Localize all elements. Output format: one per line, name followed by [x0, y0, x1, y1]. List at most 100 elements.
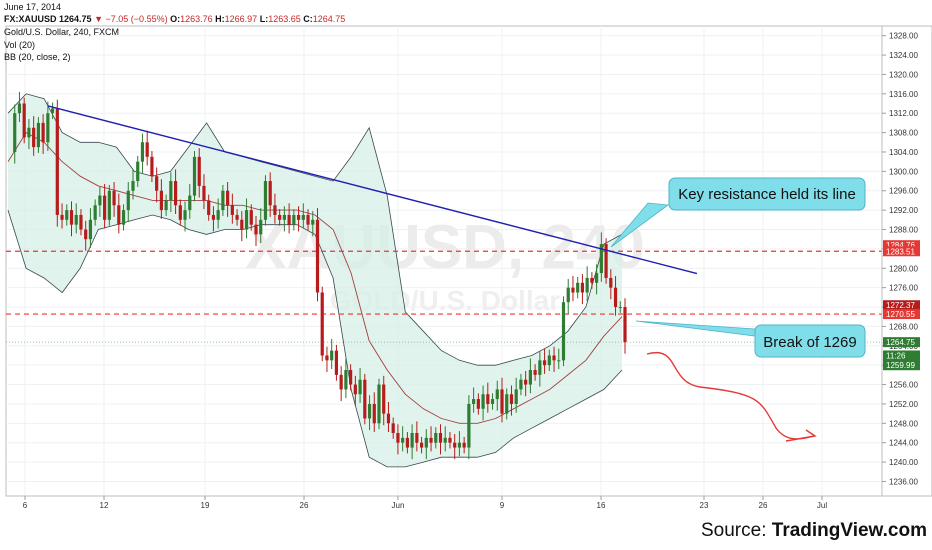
candle	[164, 194, 168, 216]
candle-body	[353, 384, 357, 395]
candle-body	[590, 277, 594, 283]
high-value: 1266.97	[224, 14, 258, 24]
candle-body	[178, 205, 182, 220]
candle	[254, 215, 258, 246]
candle	[65, 204, 69, 226]
candle	[349, 364, 353, 391]
candle	[500, 377, 504, 423]
candle	[386, 402, 391, 433]
candle	[84, 220, 88, 251]
candle	[457, 431, 462, 457]
time-tick-label: Jul	[817, 501, 827, 510]
candle	[315, 208, 320, 302]
candle	[282, 206, 286, 232]
candle-body	[145, 142, 149, 157]
candle	[505, 388, 509, 420]
source-prefix: Source:	[701, 520, 772, 541]
price-marker	[883, 240, 920, 251]
candle	[46, 101, 50, 152]
candle-body	[410, 433, 414, 448]
candle	[396, 424, 400, 455]
candle-body	[481, 394, 485, 409]
candle	[183, 201, 187, 232]
candle	[131, 169, 135, 200]
candle	[367, 395, 372, 431]
candle-body	[438, 433, 443, 443]
candle-body	[519, 379, 523, 390]
candle-body	[202, 185, 206, 201]
price-tick-label: 1320.00	[889, 70, 918, 79]
candle	[268, 172, 272, 217]
price-marker-label: 1259.99	[886, 361, 915, 370]
price-tick-label: 1236.00	[889, 477, 918, 486]
source-name[interactable]: TradingView.com	[771, 520, 927, 541]
candle	[249, 204, 253, 231]
candle	[585, 266, 589, 302]
candle	[93, 199, 97, 226]
candle-body	[249, 210, 253, 225]
price-chart[interactable]: XAUUSD, 240 GOLD/U.S. Dollar Key resista…	[0, 0, 932, 520]
bollinger-lower-line	[7, 209, 623, 468]
candle	[557, 348, 561, 370]
candle	[306, 209, 310, 231]
candle-body	[117, 205, 121, 225]
volume-indicator-label[interactable]: Vol (20)	[4, 40, 36, 50]
candle-body	[434, 433, 438, 443]
low-value: 1263.65	[268, 14, 301, 24]
candle-body	[528, 370, 532, 385]
price-marker-label: 1283.51	[886, 247, 915, 256]
candle	[453, 433, 457, 460]
candle-body	[419, 442, 424, 448]
candle-body	[259, 219, 263, 235]
candle-body	[457, 442, 462, 448]
candle	[278, 209, 282, 226]
candle	[112, 182, 116, 217]
candle-body	[183, 210, 187, 220]
candle	[301, 203, 305, 229]
candle-body	[467, 403, 471, 448]
candle-body	[490, 399, 495, 404]
candle-body	[358, 379, 362, 395]
candle	[353, 375, 357, 406]
price-tick-label: 1324.00	[889, 51, 918, 60]
candle	[173, 169, 178, 214]
candle	[27, 119, 31, 150]
candle	[13, 104, 17, 164]
candle-body	[311, 219, 315, 225]
candle-body	[542, 360, 547, 366]
trendline	[47, 105, 698, 275]
price-marker	[883, 246, 920, 257]
candle-body	[585, 277, 589, 293]
candle-body	[349, 370, 353, 385]
candle-body	[486, 394, 490, 404]
candle-body	[320, 292, 324, 356]
candle	[552, 346, 556, 372]
candle	[419, 436, 424, 454]
series-description[interactable]: Gold/U.S. Dollar, 240, FXCM	[4, 27, 120, 37]
candle-body	[315, 219, 320, 293]
price-tick-label: 1252.00	[889, 400, 918, 409]
symbol-label[interactable]: FX:XAUUSD	[4, 14, 57, 24]
candle	[240, 211, 244, 242]
candle-body	[344, 370, 348, 390]
candle-body	[41, 122, 45, 143]
candle	[604, 238, 608, 284]
candle	[533, 364, 537, 381]
candle	[405, 432, 409, 454]
candle	[595, 264, 599, 295]
time-tick-label: 16	[597, 501, 606, 510]
candle-body	[240, 219, 244, 230]
resistance-callout-text: Key resistance held its line	[678, 186, 856, 203]
candle-body	[46, 113, 50, 143]
bollinger-indicator-label[interactable]: BB (20, close, 2)	[4, 52, 71, 62]
candle	[538, 351, 542, 387]
candle	[599, 232, 603, 282]
candle-body	[386, 413, 391, 424]
candle-body	[372, 403, 376, 424]
quote-line: FX:XAUUSD 1264.75 ▼ −7.05 (−0.55%) O:126…	[4, 14, 345, 25]
resistance-callout-box	[668, 177, 866, 211]
candle	[486, 382, 490, 413]
resistance-trendline[interactable]	[47, 105, 698, 275]
candle-body	[377, 384, 381, 424]
candle-body	[159, 190, 163, 211]
